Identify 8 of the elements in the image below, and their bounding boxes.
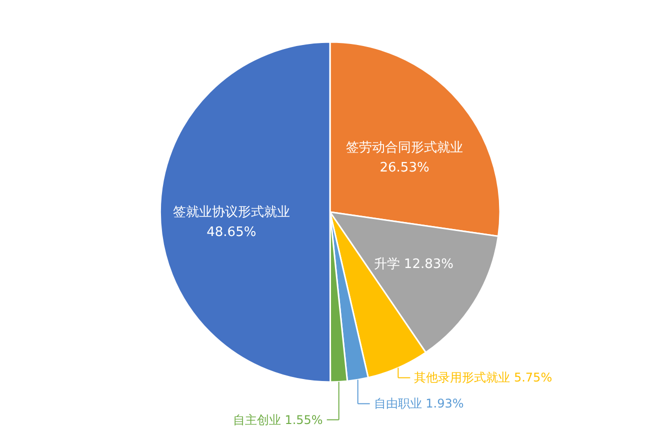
slice-label: 升学 12.83% [374,257,454,272]
slice-label: 签就业协议形式就业 [172,205,290,220]
legend-label: 其他录用形式就业 5.75% [414,370,552,385]
data-label: 26.53% [380,160,430,176]
slice-label: 自由职业 1.93% [374,396,464,411]
slice-label: 自主创业 1.55% [232,412,323,427]
data-label: 48.65% [206,225,256,240]
slice-label: 签劳动合同形式就业 [346,140,464,156]
